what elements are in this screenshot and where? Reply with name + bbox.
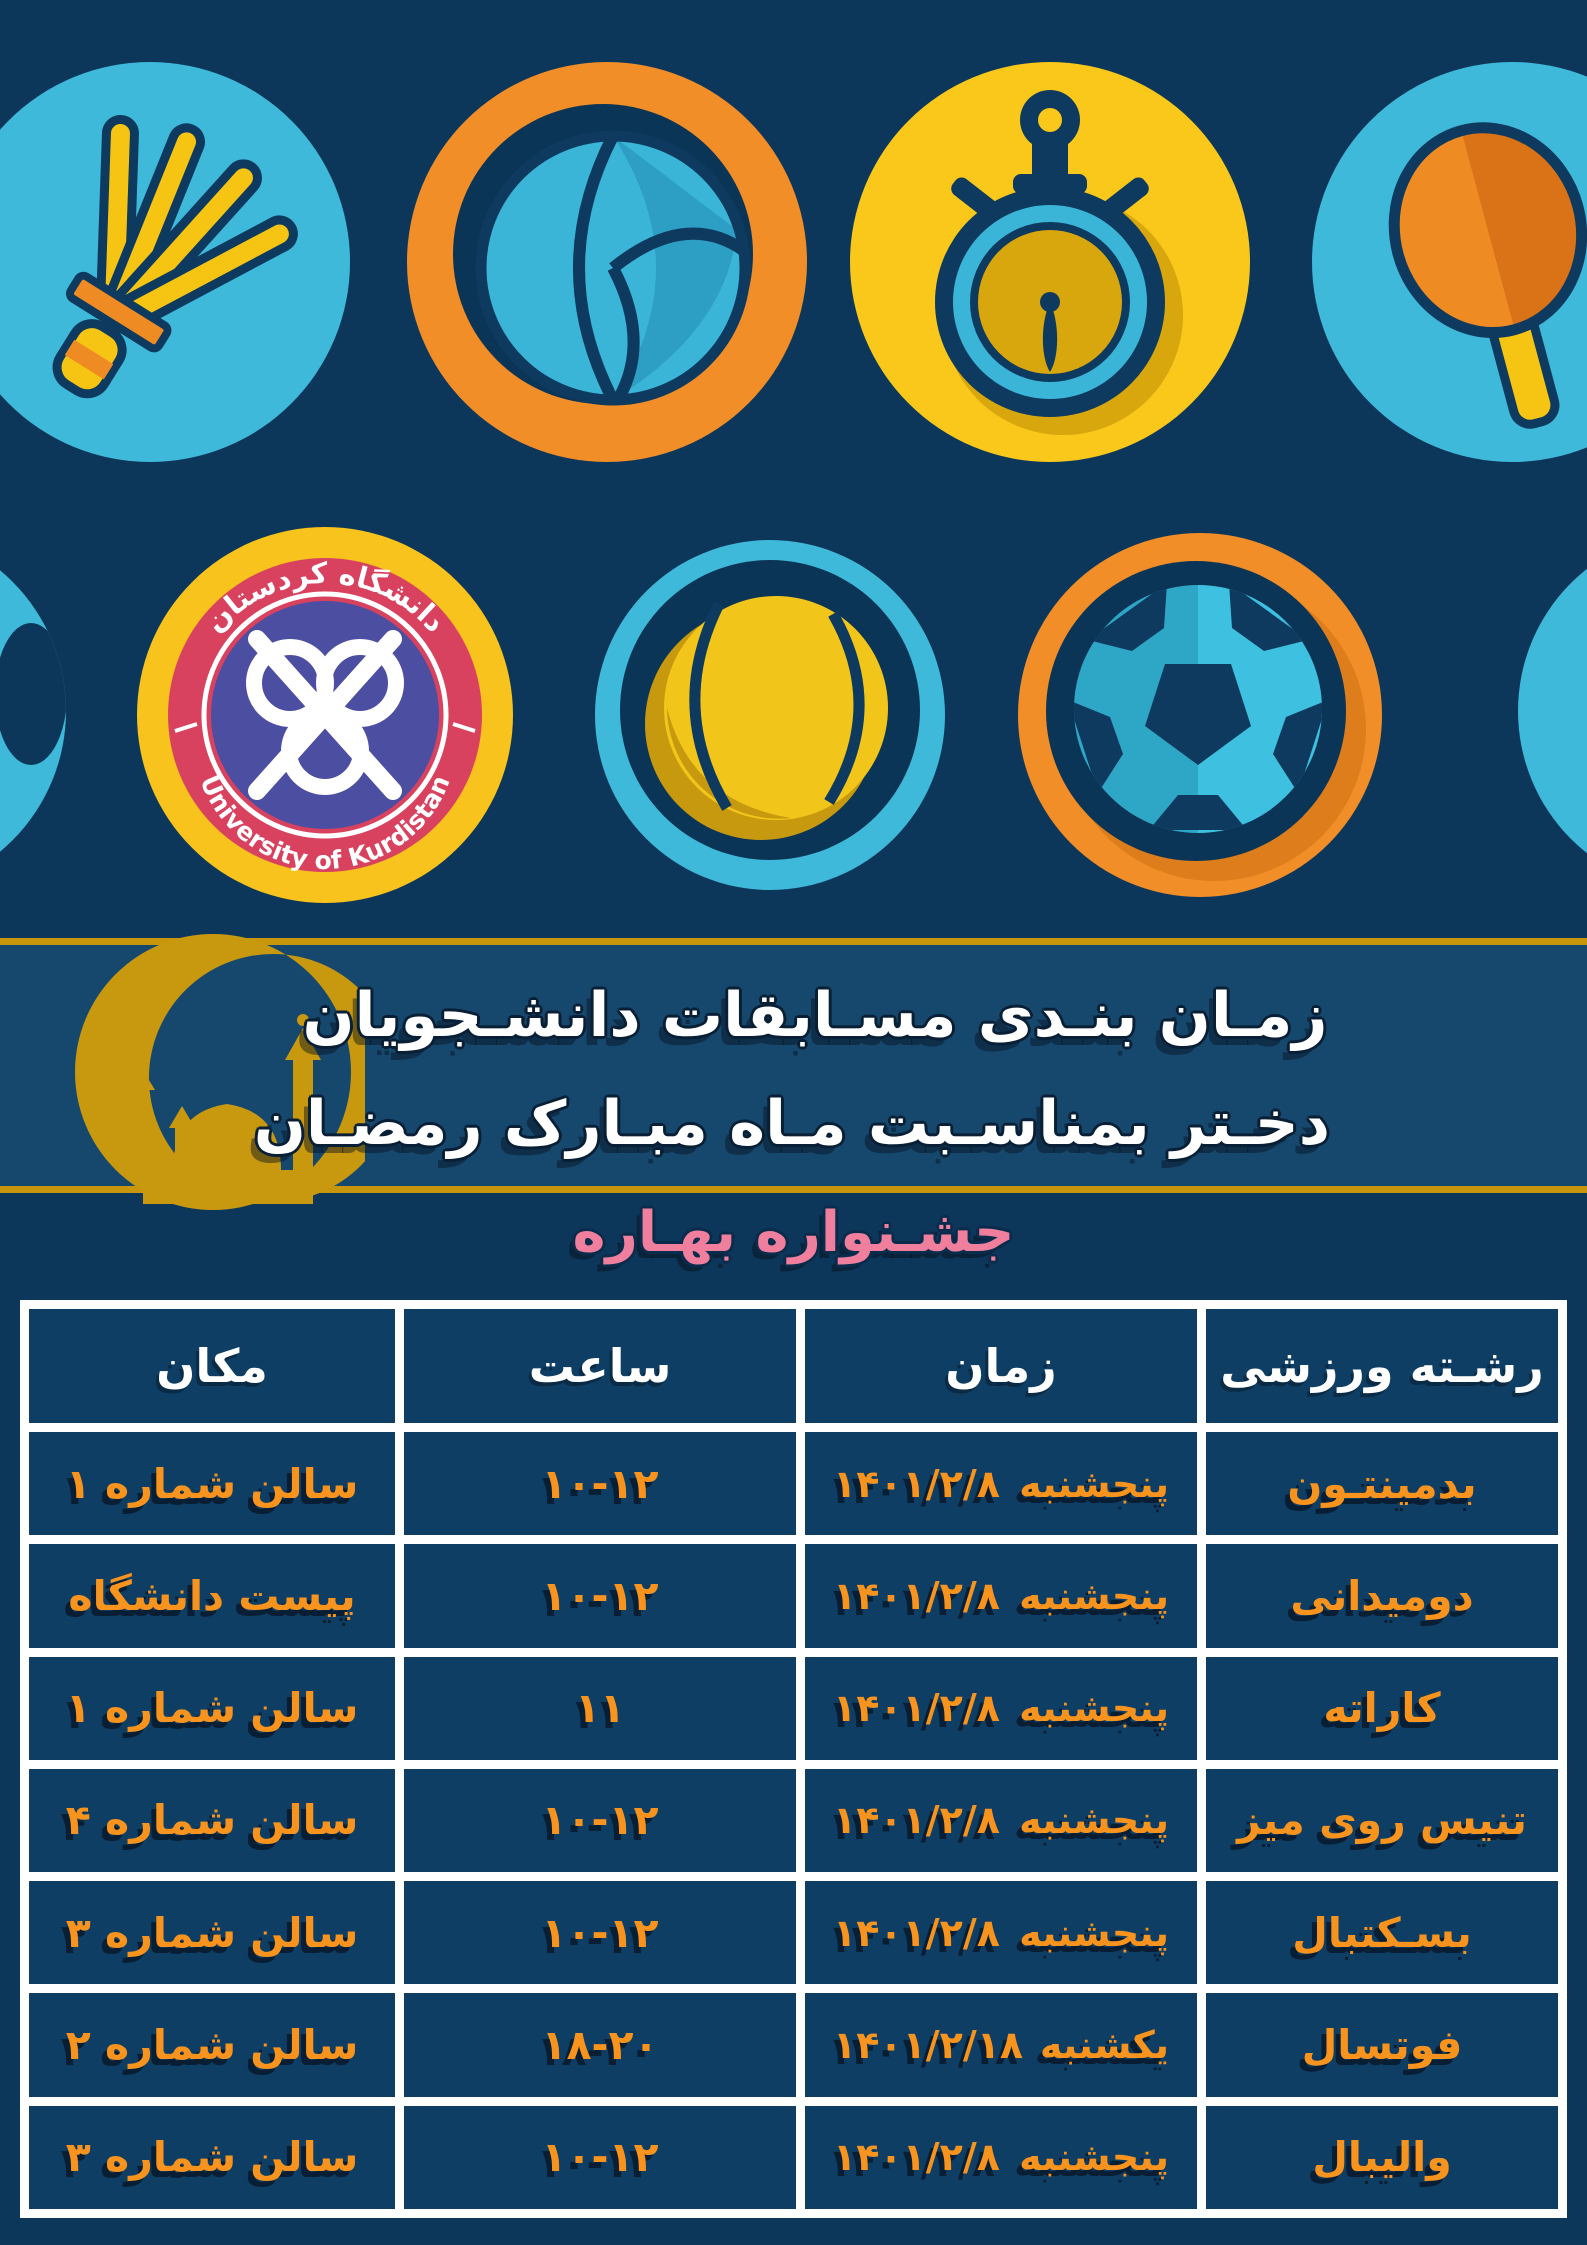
date-cell: پنجشنبه ۱۴۰۱/۲/۸ [805, 2105, 1197, 2209]
hour-cell: ۱۱ [404, 1656, 796, 1760]
weekday: پنجشنبه [1019, 2135, 1169, 2180]
table-tennis-circle [1312, 62, 1587, 462]
partial-circle-left [0, 528, 66, 894]
tennis-circle [595, 540, 945, 890]
weekday: پنجشنبه [1019, 1461, 1169, 1506]
soccer-circle [1018, 533, 1382, 897]
hour-cell: ۱۰-۱۲ [404, 1881, 796, 1985]
sport-cell: دومیدانی [1206, 1544, 1558, 1648]
weekday: یکشنبه [1039, 2023, 1169, 2068]
partial-circle-right [1518, 530, 1587, 892]
banner-top-line [0, 938, 1587, 945]
date-value: ۱۴۰۱/۲/۸ [833, 1461, 1000, 1506]
stopwatch-icon [935, 90, 1183, 435]
location-cell: پیست دانشگاه [29, 1544, 395, 1648]
title-line-1: زمـان بنـدی مسـابقات دانشـجویان [302, 980, 1328, 1051]
weekday: پنجشنبه [1019, 1798, 1169, 1843]
poster-subtitle: جشـنواره بهـاره [572, 1200, 1015, 1265]
tennis-ball-icon [620, 560, 920, 860]
header-hour: ساعت [404, 1309, 796, 1423]
date-value: ۱۴۰۱/۲/۸ [833, 1798, 1000, 1843]
soccer-ball-icon [1046, 561, 1366, 881]
hour-cell: ۱۰-۱۲ [404, 1768, 796, 1873]
hour-value: ۱۰-۱۲ [541, 1796, 659, 1845]
poster-title: زمـان بنـدی مسـابقات دانشـجویان دخـتر بم… [253, 962, 1330, 1178]
date-cell: پنجشنبه ۱۴۰۱/۲/۸ [805, 1768, 1197, 1873]
university-logo: دانشگاه کردستان University of Kurdistan [135, 525, 515, 905]
cut-icon-fragment [0, 623, 66, 765]
date-value: ۱۴۰۱/۲/۱۸ [833, 2023, 1024, 2068]
crescent-mosque-icon [75, 934, 365, 1210]
location-cell: سالن شماره ۳ [29, 2105, 395, 2209]
sport-cell: کاراته [1206, 1656, 1558, 1760]
date-cell: پنجشنبه ۱۴۰۱/۲/۸ [805, 1656, 1197, 1760]
hour-cell: ۱۰-۱۲ [404, 2105, 796, 2209]
header-location: مکان [29, 1309, 395, 1423]
date-value: ۱۴۰۱/۲/۸ [833, 1686, 1000, 1731]
weekday: پنجشنبه [1019, 1573, 1169, 1618]
weekday: پنجشنبه [1019, 1686, 1169, 1731]
banner-bottom-line [0, 1186, 1587, 1193]
date-cell: یکشنبه ۱۴۰۱/۲/۱۸ [805, 1993, 1197, 2097]
sport-cell: بدمینتـون [1206, 1432, 1558, 1536]
sport-cell: بسـکتبال [1206, 1881, 1558, 1985]
header-time: زمان [805, 1309, 1197, 1423]
date-cell: پنجشنبه ۱۴۰۱/۲/۸ [805, 1432, 1197, 1536]
location-cell: سالن شماره ۴ [29, 1768, 395, 1873]
badminton-circle [0, 62, 350, 462]
title-line-2: دخـتر بمناسـبت مـاه مبـارک رمضـان [253, 1088, 1330, 1159]
hour-value: ۱۸-۲۰ [541, 2021, 659, 2070]
volleyball-icon [453, 104, 753, 406]
hour-value: ۱۰-۱۲ [541, 1571, 659, 1620]
weekday: پنجشنبه [1019, 1910, 1169, 1955]
hour-value: ۱۰-۱۲ [541, 2133, 659, 2182]
sport-cell: فوتسال [1206, 1993, 1558, 2097]
table-tennis-icon [1388, 122, 1587, 429]
stopwatch-circle [850, 62, 1250, 462]
hour-cell: ۱۰-۱۲ [404, 1544, 796, 1648]
location-cell: سالن شماره ۱ [29, 1432, 395, 1536]
date-cell: پنجشنبه ۱۴۰۱/۲/۸ [805, 1544, 1197, 1648]
hour-cell: ۱۸-۲۰ [404, 1993, 796, 2097]
hour-value: ۱۰-۱۲ [541, 1459, 659, 1508]
sport-cell: والیبال [1206, 2105, 1558, 2209]
university-of-kurdistan-logo: دانشگاه کردستان University of Kurdistan [137, 527, 513, 903]
location-cell: سالن شماره ۱ [29, 1656, 395, 1760]
location-cell: سالن شماره ۲ [29, 1993, 395, 2097]
badminton-icon [52, 115, 298, 399]
volleyball-circle [407, 62, 807, 462]
date-value: ۱۴۰۱/۲/۸ [833, 2135, 1000, 2180]
date-value: ۱۴۰۱/۲/۸ [833, 1910, 1000, 1955]
sport-cell: تنیس روی میز [1206, 1768, 1558, 1873]
date-cell: پنجشنبه ۱۴۰۱/۲/۸ [805, 1881, 1197, 1985]
header-sport: رشـته ورزشی [1206, 1309, 1558, 1423]
hour-value: ۱۱ [574, 1684, 626, 1733]
hour-cell: ۱۰-۱۲ [404, 1432, 796, 1536]
schedule-table: رشـته ورزشی زمان ساعت مکان بدمینتـون پنج… [20, 1300, 1567, 2218]
location-cell: سالن شماره ۳ [29, 1881, 395, 1985]
hour-value: ۱۰-۱۲ [541, 1908, 659, 1957]
date-value: ۱۴۰۱/۲/۸ [833, 1573, 1000, 1618]
